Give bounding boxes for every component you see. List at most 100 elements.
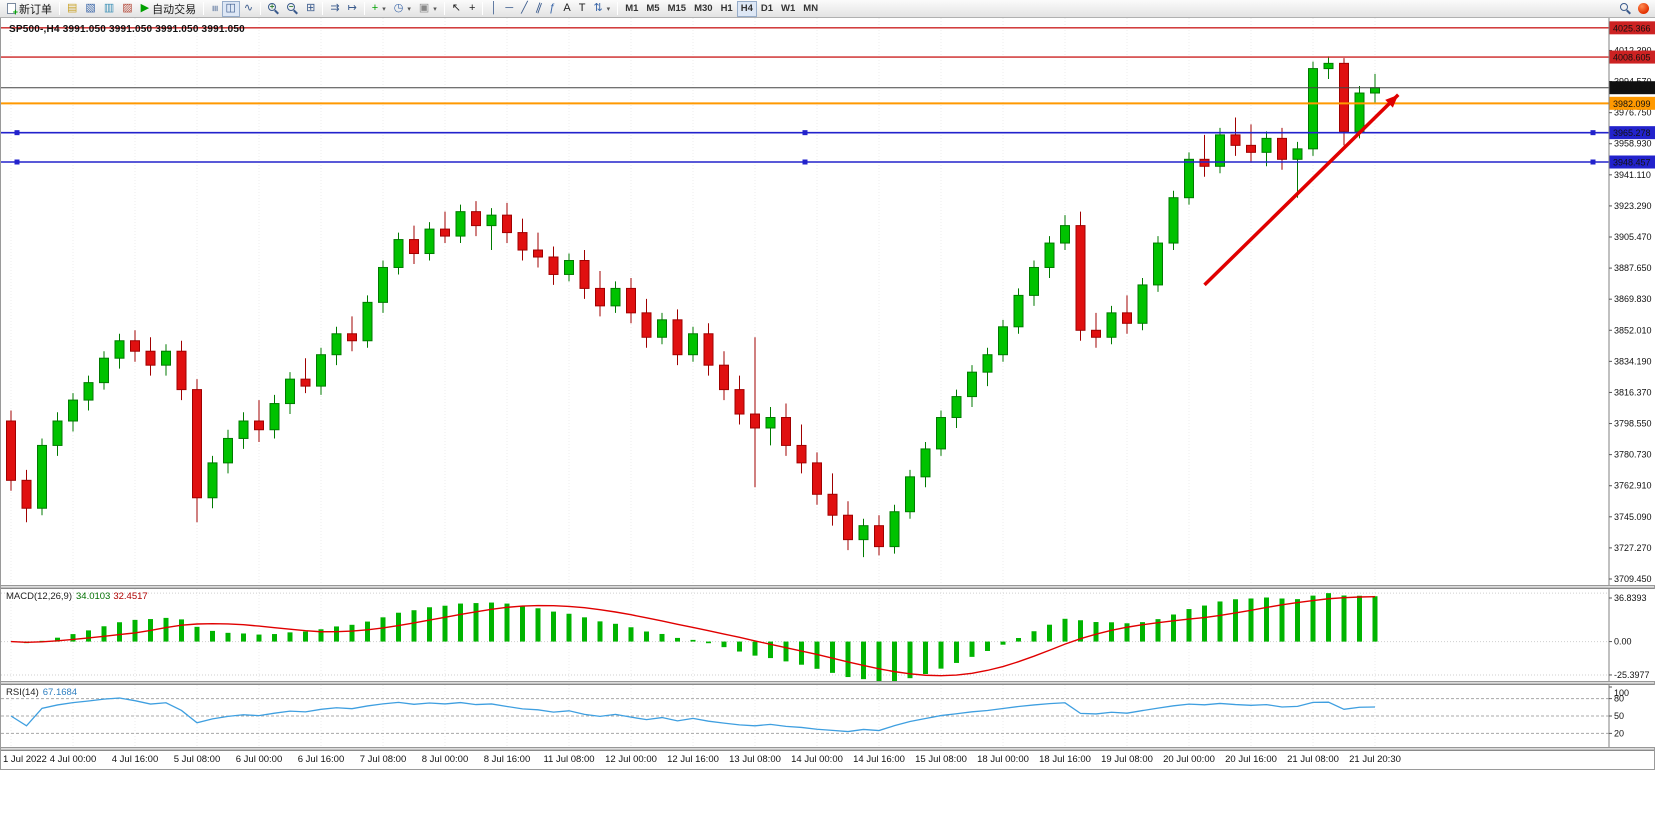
- horizontal-line-button[interactable]: ─: [501, 1, 517, 17]
- crosshair-button[interactable]: +: [465, 1, 479, 17]
- candle: [83, 375, 94, 411]
- fibonacci-button[interactable]: ƒ: [545, 1, 559, 17]
- candle: [424, 222, 435, 261]
- candle: [378, 260, 388, 313]
- panel-separator[interactable]: [1, 681, 1654, 685]
- price-axis-label: 3780.730: [1614, 450, 1652, 460]
- trend-arrow-annotation[interactable]: [1203, 93, 1400, 287]
- macd-signal-line: [10, 595, 1376, 677]
- arrows-button[interactable]: ⇅ ▾: [589, 1, 614, 17]
- terminal-button[interactable]: ▨: [118, 1, 136, 17]
- tf-d1-button[interactable]: D1: [757, 1, 777, 17]
- zoom-out-button[interactable]: −: [283, 1, 302, 17]
- notification-badge[interactable]: [1638, 3, 1649, 14]
- candle-body: [1354, 92, 1365, 132]
- candle: [858, 518, 869, 558]
- tf-m1-button[interactable]: M1: [621, 1, 642, 17]
- candlestick-button[interactable]: ◫: [221, 0, 240, 17]
- mt4-terminal: + 新订单 ▤ ▧ ▥ ▨ ▶ 自动交易 ≡ ◫ ∿ + − ⊞ ⇉ ↦ + ▾ ◷ ▾ ▣ ▾ ↖ + │ ─ ╱ ∥ ƒ A T ⇅ ▾ M1…: [0, 0, 1655, 770]
- axis-background[interactable]: [1609, 589, 1655, 681]
- candle-body: [1246, 144, 1256, 153]
- line-handle[interactable]: [802, 159, 808, 165]
- cursor-button[interactable]: ↖: [448, 1, 465, 17]
- time-axis-label: 12 Jul 00:00: [605, 754, 657, 765]
- tf-mn-button-label: MN: [803, 3, 819, 14]
- line-handle[interactable]: [1590, 159, 1596, 165]
- price-axis-label: 3852.010: [1614, 325, 1652, 335]
- candle-body: [393, 239, 404, 268]
- indicators-button[interactable]: + ▾: [368, 1, 390, 17]
- candle: [440, 211, 450, 244]
- price-chart-panel[interactable]: 4012.3903994.5703976.7503958.9303941.110…: [1, 18, 1655, 585]
- panel-separator[interactable]: [1, 585, 1654, 589]
- tf-h1-button[interactable]: H1: [717, 1, 737, 17]
- data-window-button[interactable]: ▥: [100, 1, 118, 17]
- channel-button[interactable]: ∥: [532, 1, 546, 17]
- candle-body: [68, 399, 78, 422]
- rsi-axis-label: 50: [1614, 711, 1624, 721]
- grid-button[interactable]: ⊞: [302, 1, 319, 17]
- new-order-button[interactable]: + 新订单: [3, 1, 56, 17]
- templates-button[interactable]: ▣ ▾: [415, 1, 441, 17]
- tf-m15-button[interactable]: M15: [664, 1, 690, 17]
- line-handle[interactable]: [1590, 130, 1596, 136]
- candle: [1137, 277, 1148, 331]
- macd-signal-value: 32.4517: [113, 591, 148, 602]
- tf-mn-button[interactable]: MN: [799, 1, 822, 17]
- candle-body: [517, 232, 528, 251]
- candle: [254, 400, 264, 442]
- candle-body: [424, 228, 435, 255]
- bar-chart-button[interactable]: ≡: [207, 1, 221, 17]
- trendline-button[interactable]: ╱: [517, 1, 532, 17]
- new-order-icon: +: [7, 3, 18, 17]
- price-tag-text: 3991.050: [1613, 83, 1651, 93]
- macd-panel[interactable]: 36.8393 0.00 -25.3977 MACD(12,26,9) 34.0103…: [1, 589, 1655, 681]
- search-button[interactable]: [1616, 1, 1635, 17]
- candle-body: [951, 396, 962, 419]
- axis-background[interactable]: [1609, 18, 1655, 585]
- macd-chart-svg[interactable]: 36.8393 0.00 -25.3977: [1, 589, 1655, 681]
- line-handle[interactable]: [14, 130, 20, 136]
- candlestick-icon: ◫: [225, 2, 236, 14]
- candle-body: [672, 319, 683, 356]
- candle: [1044, 236, 1055, 278]
- tf-w1-button[interactable]: W1: [777, 1, 799, 17]
- tf-h1-button-label: H1: [720, 3, 733, 14]
- candles: [6, 56, 1380, 558]
- rsi-panel[interactable]: 100 80 50 20 RSI(14) 67.1684: [1, 685, 1655, 747]
- time-axis[interactable]: 1 Jul 2022 4 Jul 00:00 4 Jul 16:00 5 Jul 08…: [1, 751, 1654, 769]
- zoom-in-button[interactable]: +: [264, 1, 283, 17]
- time-axis-label: 8 Jul 16:00: [483, 754, 531, 765]
- price-chart-svg[interactable]: 4012.3903994.5703976.7503958.9303941.110…: [1, 18, 1655, 585]
- line-handle[interactable]: [802, 130, 808, 136]
- text-button[interactable]: A: [559, 1, 574, 17]
- chart-shift-button[interactable]: ↦: [344, 1, 361, 17]
- panel-separator[interactable]: [1, 747, 1654, 751]
- autotrading-button[interactable]: ▶ 自动交易: [137, 1, 200, 17]
- vertical-line-button[interactable]: │: [486, 1, 501, 17]
- axis-background[interactable]: [1609, 685, 1655, 747]
- price-axis-label: 3976.750: [1614, 108, 1652, 118]
- tf-h4-button[interactable]: H4: [736, 0, 757, 17]
- periods-button[interactable]: ◷ ▾: [390, 1, 415, 17]
- trend-arrow-head: [1385, 94, 1399, 108]
- label-button[interactable]: T: [575, 1, 590, 17]
- tf-m30-button[interactable]: M30: [690, 1, 716, 17]
- time-axis-label: 21 Jul 08:00: [1287, 754, 1339, 765]
- candle-body: [130, 340, 140, 352]
- price-tag: 3982.099: [1609, 96, 1655, 110]
- time-axis-label: 6 Jul 00:00: [235, 754, 283, 765]
- candle: [161, 344, 171, 376]
- time-axis-label: 21 Jul 20:30: [1349, 754, 1401, 765]
- candle: [68, 393, 78, 432]
- auto-scroll-button[interactable]: ⇉: [326, 1, 343, 17]
- tf-m5-button[interactable]: M5: [642, 1, 663, 17]
- candle: [920, 441, 931, 488]
- market-watch-button[interactable]: ▤: [63, 1, 81, 17]
- navigator-button[interactable]: ▧: [81, 1, 99, 17]
- line-handle[interactable]: [14, 159, 20, 165]
- line-chart-button[interactable]: ∿: [240, 1, 257, 17]
- candle-body: [641, 312, 652, 338]
- rsi-value: 67.1684: [42, 687, 78, 698]
